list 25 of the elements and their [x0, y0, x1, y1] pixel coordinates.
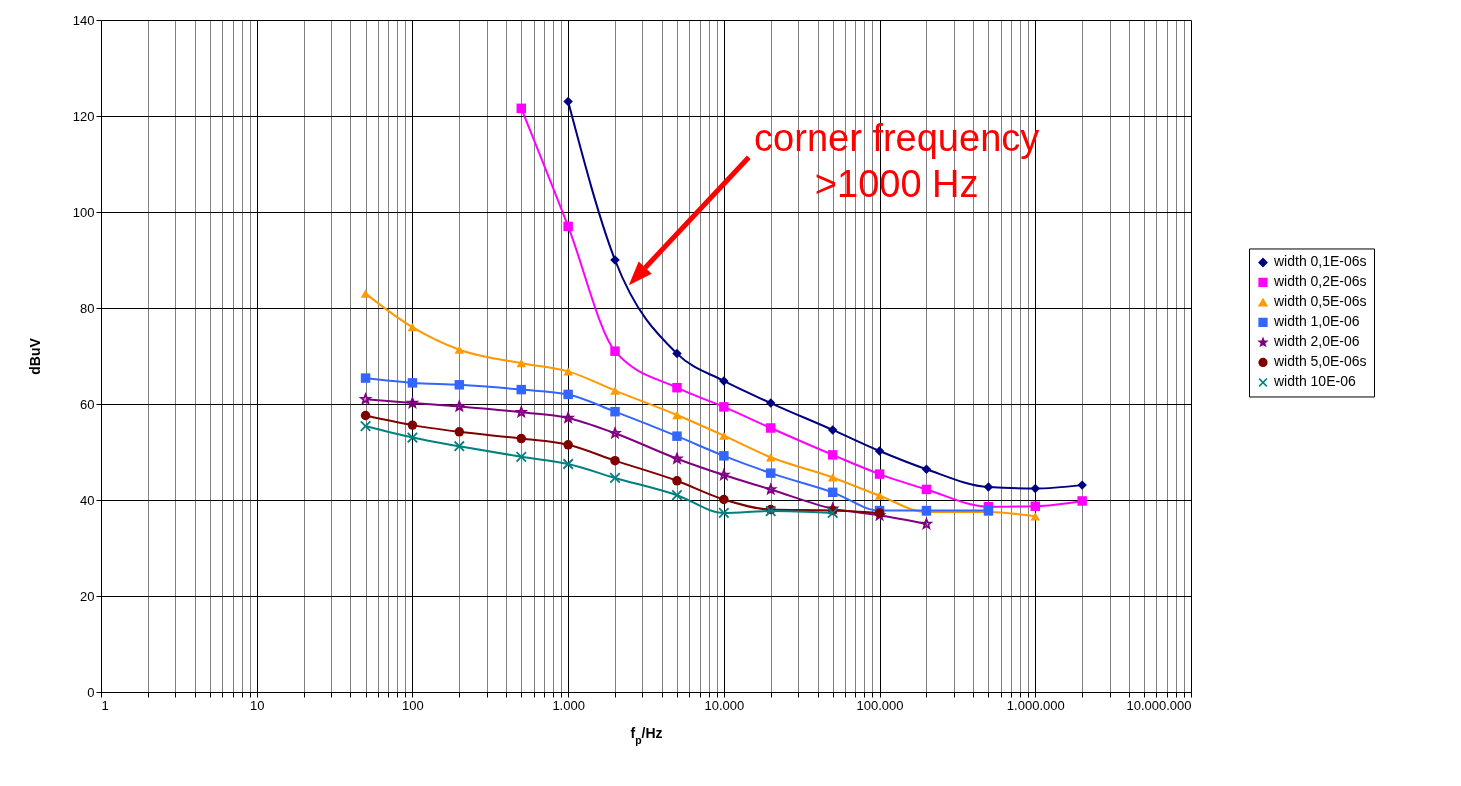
y-tick-label: 120 — [72, 108, 95, 124]
legend-label: width 5,0E-06s — [1273, 353, 1367, 370]
y-tick-label: 80 — [80, 300, 95, 316]
y-tick-label: 60 — [80, 396, 95, 412]
y-tick-label: 0 — [87, 684, 95, 700]
legend-label: width 0,5E-06s — [1273, 293, 1367, 310]
x-tick-label: 10.000 — [704, 697, 745, 713]
y-tick-label: 40 — [80, 492, 95, 508]
x-tick-label: 1.000.000 — [1006, 697, 1065, 713]
legend-label: width 1,0E-06 — [1273, 313, 1360, 330]
y-tick-label: 100 — [72, 204, 95, 220]
legend-label: width 0,2E-06s — [1273, 273, 1367, 290]
legend-label: width 2,0E-06 — [1273, 333, 1360, 350]
y-axis-title: dBuV — [26, 337, 43, 375]
x-tick-label: 100 — [402, 697, 424, 713]
y-tick-label: 140 — [72, 12, 95, 28]
legend-label: width 0,1E-06s — [1273, 253, 1367, 270]
x-tick-label: 1.000 — [552, 697, 585, 713]
legend-label: width 10E-06 — [1273, 373, 1356, 390]
x-tick-label: 1 — [101, 697, 109, 713]
y-tick-label: 20 — [80, 588, 95, 604]
x-axis-title: f$_{p}$/Hz — [630, 724, 663, 746]
x-tick-label: 10 — [249, 697, 265, 713]
x-tick-label: 100.000 — [856, 697, 904, 713]
x-tick-label: 10.000.000 — [1126, 697, 1192, 713]
